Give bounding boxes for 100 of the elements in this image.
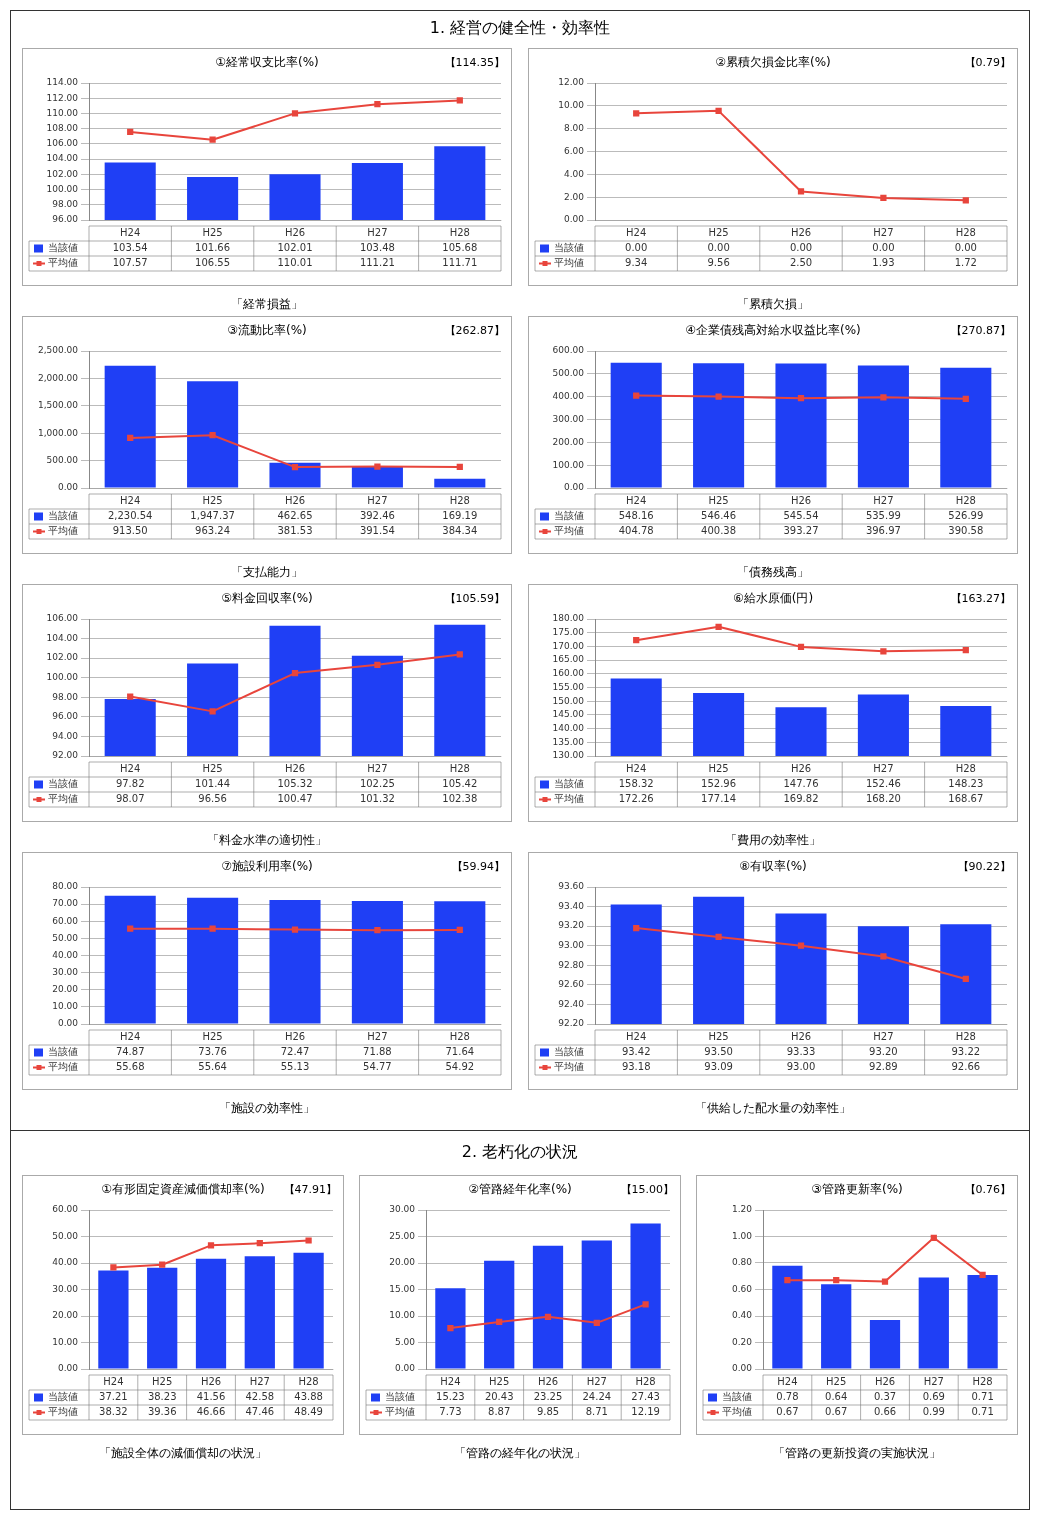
text: 【114.35】 [444,55,505,70]
data-label: 1,947.37 [190,510,235,522]
x-tick-label: H25 [202,1031,223,1043]
text: 「料金水準の適切性」 [206,832,328,849]
y-tick-label: 130.00 [552,750,585,761]
text: 【0.79】 [964,55,1011,70]
data-label: 93.20 [869,1046,898,1058]
x-tick-label: H27 [873,227,894,239]
legend-label: 当該値 [48,510,78,522]
data-label: 2.50 [789,257,813,269]
text: 「費用の効率性」 [724,832,822,849]
x-tick-label: H26 [284,1031,306,1043]
point [207,1242,215,1249]
legend-label: 平均値 [554,1061,584,1073]
y-tick-label: 0.00 [394,1363,416,1374]
y-tick-label: 60.00 [52,1204,79,1215]
data-label: 545.54 [783,510,819,522]
x-tick-label: H24 [626,763,647,775]
x-tick-label: H27 [873,495,894,507]
x-tick-label: H26 [284,227,306,239]
point [127,434,134,442]
y-tick-label: 92.20 [558,1018,585,1029]
data-label: 12.19 [631,1406,660,1418]
y-tick-label: 98.00 [52,691,79,702]
x-tick-label: H27 [873,763,894,775]
x-tick-label: H25 [202,495,223,507]
chart-title: ①有形固定資産減価償却率(%) [101,1182,265,1196]
legend-label: 当該値 [48,778,78,790]
y-tick-label: 104.00 [46,153,79,164]
y-tick-label: 92.60 [558,979,585,990]
y-tick-label: 500.00 [552,368,585,379]
point [456,651,463,658]
data-label: 107.57 [112,257,148,269]
x-tick-label: H25 [708,495,729,507]
y-tick-label: 30.00 [389,1204,416,1215]
x-tick-label: H24 [120,1031,141,1043]
bar [293,1252,324,1369]
data-label: 8.71 [585,1406,608,1418]
bar [821,1284,852,1369]
point [633,924,640,932]
point [127,693,134,700]
point [456,463,463,471]
data-label: 0.00 [625,242,648,254]
x-tick-label: H25 [708,1031,729,1043]
bar [532,1245,564,1369]
data-label: 71.64 [445,1046,475,1058]
chart-title: ④企業債残高対給水収益比率(%) [685,323,861,337]
text: 【90.22】 [957,859,1011,874]
y-tick-label: 96.00 [52,214,79,225]
point [797,942,805,949]
y-tick-label: 102.00 [46,168,79,179]
bar [918,1277,949,1369]
data-label: 103.48 [359,242,395,254]
text: 1. 経営の健全性・効率性 [428,18,612,39]
point [797,643,805,651]
y-tick-label: 400.00 [552,391,585,402]
legend-label: 当該値 [722,1391,752,1403]
text: 【15.00】 [620,1182,674,1197]
data-label: 20.43 [484,1391,514,1403]
y-tick-label: 94.00 [52,730,79,741]
data-label: 0.00 [954,242,977,254]
text: 【59.94】 [451,859,505,874]
y-tick-label: 93.60 [558,881,585,892]
bar [581,1240,612,1369]
point [715,623,722,630]
y-tick-label: 0.00 [731,1363,753,1374]
data-label: 168.20 [865,793,901,805]
point [544,1313,552,1320]
data-label: 147.76 [783,778,819,790]
x-tick-label: H24 [777,1376,798,1388]
data-label: 98.07 [115,793,145,805]
y-tick-label: 165.00 [552,654,585,665]
bar [630,1223,661,1369]
legend-label: 平均値 [385,1406,415,1418]
point [979,1271,986,1279]
y-tick-label: 93.00 [558,940,585,951]
text: 「管路の更新投資の実施状況」 [772,1445,942,1462]
text: 「施設全体の減価償却の状況」 [98,1445,268,1462]
y-tick-label: 1.20 [731,1204,753,1215]
data-label: 74.87 [115,1046,145,1058]
data-label: 54.77 [363,1061,392,1073]
x-tick-label: H27 [367,495,388,507]
data-label: 0.67 [825,1406,848,1418]
y-tick-label: 20.00 [389,1257,416,1268]
data-label: 0.00 [707,242,730,254]
point [374,101,381,108]
data-label: 396.97 [865,525,901,537]
point [496,1318,503,1326]
y-tick-label: 106.00 [46,138,79,149]
data-label: 54.92 [445,1061,475,1073]
data-label: 384.34 [442,525,478,537]
data-label: 9.34 [625,257,648,269]
data-label: 111.21 [359,257,395,269]
y-tick-label: 30.00 [52,966,79,977]
y-tick-label: 10.00 [389,1310,416,1321]
data-label: 0.78 [776,1391,799,1403]
data-label: 2,230.54 [107,510,153,522]
data-label: 105.68 [442,242,478,254]
x-tick-label: H26 [874,1376,896,1388]
data-label: 168.67 [948,793,984,805]
